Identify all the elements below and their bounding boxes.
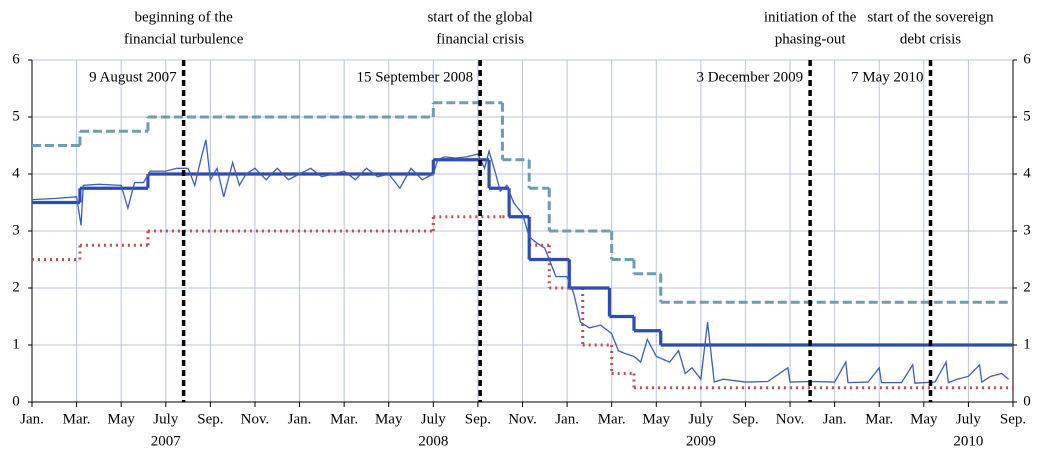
event-date: 9 August 2007	[89, 69, 177, 85]
x-tick-label: Nov.	[241, 411, 270, 427]
event-label: financial turbulence	[124, 31, 244, 47]
event-date: 7 May 2010	[851, 69, 924, 85]
x-tick-label: Sep.	[197, 411, 223, 427]
y2-tick-label: 1	[1023, 336, 1031, 352]
x-tick-label: May	[107, 411, 135, 427]
series-line	[31, 139, 1009, 384]
event-label: start of the sovereign	[867, 9, 994, 25]
x-tick-label: Jan.	[555, 411, 579, 427]
y-tick-label: 5	[12, 108, 20, 124]
year-label: 2008	[418, 433, 448, 449]
year-label: 2010	[953, 433, 983, 449]
y2-tick-label: 4	[1023, 165, 1031, 181]
x-tick-label: Nov.	[508, 411, 537, 427]
y-tick-label: 0	[12, 393, 20, 409]
x-tick-label: July	[421, 411, 447, 427]
x-tick-label: Sep.	[1000, 411, 1026, 427]
event-date: 3 December 2009	[696, 69, 803, 85]
event-label: initiation of the	[764, 9, 857, 25]
y-tick-label: 1	[12, 336, 20, 352]
x-tick-label: Mar.	[598, 411, 626, 427]
event-label: financial crisis	[436, 31, 524, 47]
x-tick-label: Jan.	[823, 411, 847, 427]
y2-tick-label: 0	[1023, 393, 1031, 409]
event-label: beginning of the	[134, 9, 233, 25]
y2-tick-label: 5	[1023, 108, 1031, 124]
x-tick-label: May	[910, 411, 938, 427]
x-tick-label: May	[643, 411, 671, 427]
y-tick-label: 6	[12, 51, 20, 67]
x-tick-label: Sep.	[732, 411, 758, 427]
event-label: start of the global	[427, 9, 532, 25]
x-tick-label: Sep.	[465, 411, 491, 427]
y2-tick-label: 6	[1023, 51, 1031, 67]
y-tick-label: 3	[12, 222, 20, 238]
x-tick-label: July	[153, 411, 179, 427]
year-label: 2007	[151, 433, 182, 449]
event-label: debt crisis	[900, 31, 961, 47]
x-tick-label: Jan.	[20, 411, 44, 427]
x-tick-label: Mar.	[330, 411, 358, 427]
x-tick-label: Mar.	[865, 411, 893, 427]
year-label: 2009	[686, 433, 716, 449]
y-tick-label: 2	[12, 279, 20, 295]
event-label: phasing-out	[775, 31, 847, 47]
y2-tick-label: 2	[1023, 279, 1031, 295]
event-date: 15 September 2008	[356, 69, 473, 85]
x-tick-label: Jan.	[288, 411, 312, 427]
y2-tick-label: 3	[1023, 222, 1031, 238]
x-tick-label: May	[375, 411, 403, 427]
x-tick-label: Mar.	[63, 411, 91, 427]
x-tick-label: July	[688, 411, 714, 427]
y-tick-label: 4	[12, 165, 20, 181]
x-tick-label: Nov.	[776, 411, 805, 427]
x-tick-label: July	[956, 411, 982, 427]
